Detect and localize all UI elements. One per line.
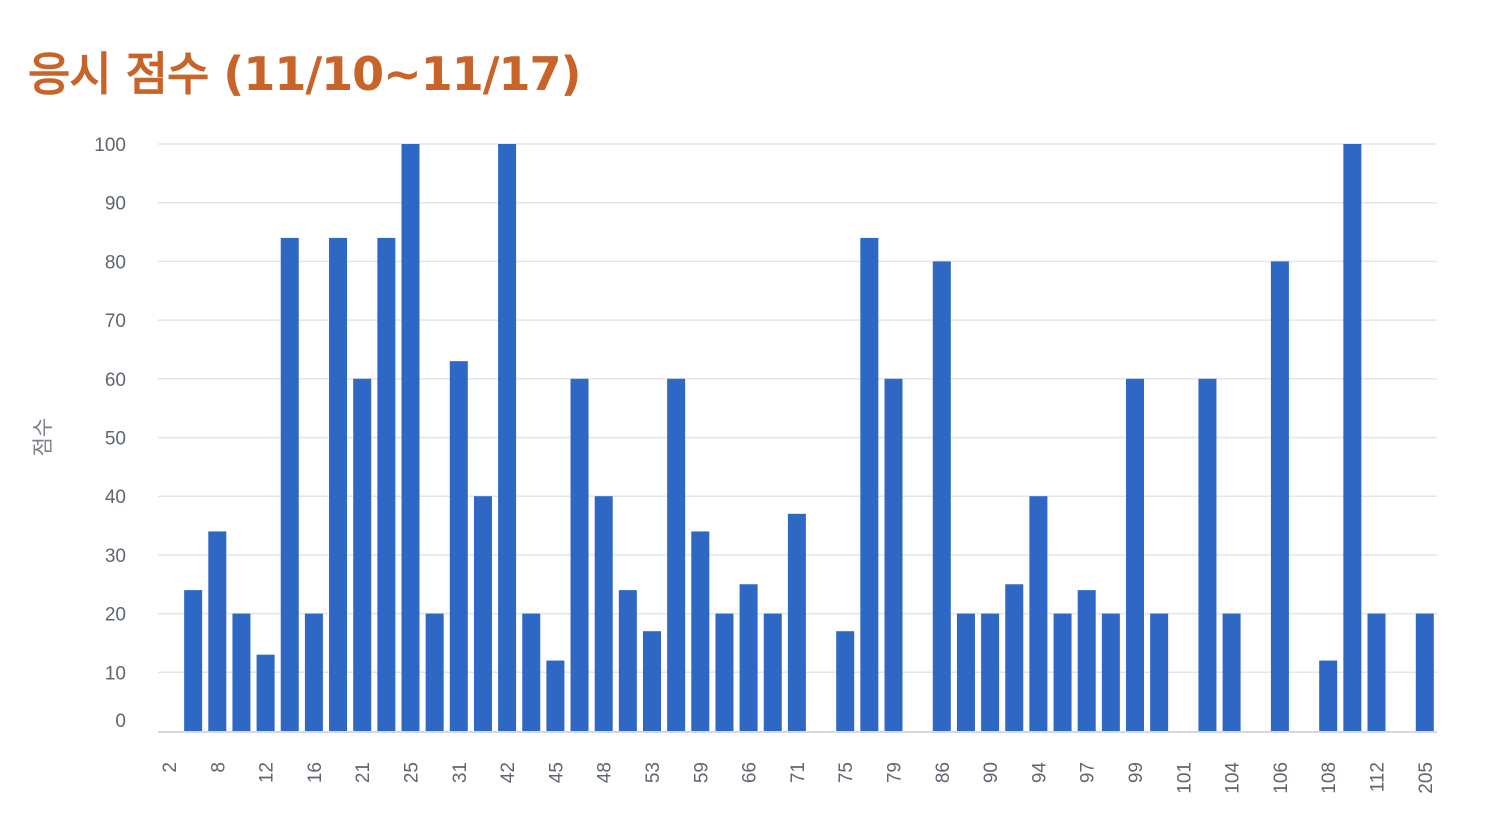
- bar: [932, 261, 951, 731]
- y-tick-label: 70: [105, 311, 126, 332]
- x-tick-label: 79: [885, 762, 906, 783]
- bar: [739, 584, 758, 731]
- bar: [522, 613, 541, 731]
- x-tick-label: 25: [402, 762, 423, 783]
- bar: [1222, 613, 1241, 731]
- bar: [425, 613, 444, 731]
- bar: [208, 531, 227, 731]
- y-tick-label: 90: [105, 194, 126, 215]
- x-tick-label: 94: [1029, 762, 1050, 784]
- bar: [1150, 613, 1169, 731]
- bar: [184, 590, 203, 731]
- x-tick-label: 108: [1319, 762, 1340, 794]
- x-tick-label: 2: [160, 762, 181, 773]
- bar: [981, 613, 1000, 731]
- bar: [1053, 613, 1072, 731]
- bar: [618, 590, 637, 731]
- x-tick-label: 99: [1126, 762, 1147, 783]
- x-tick-label: 75: [836, 762, 857, 783]
- y-tick-label: 60: [105, 370, 126, 391]
- bar: [401, 144, 420, 731]
- x-tick-label: 21: [353, 762, 374, 783]
- bar: [643, 631, 661, 731]
- bar: [1270, 261, 1289, 731]
- bar: [1198, 378, 1217, 731]
- x-tick-label: 97: [1078, 762, 1099, 783]
- bar: [498, 144, 517, 731]
- x-axis-ticks: 2 8 12 16 21 25 31 42 45 48 53 59 66 71 75 79 86 90 94 97 99…: [160, 762, 1437, 794]
- bar: [329, 237, 348, 732]
- x-tick-label: 90: [981, 762, 1002, 783]
- y-tick-label: 20: [105, 605, 126, 626]
- bar: [1077, 590, 1096, 731]
- bar: [232, 613, 251, 731]
- x-tick-label: 42: [498, 762, 519, 783]
- bar: [304, 613, 323, 731]
- x-tick-label: 48: [595, 762, 616, 783]
- bar: [884, 378, 903, 731]
- x-tick-label: 45: [546, 762, 567, 783]
- y-axis-label: 점수: [31, 418, 55, 457]
- y-tick-label: 30: [105, 546, 126, 567]
- bar: [570, 378, 589, 731]
- bar: [377, 237, 396, 732]
- bar: [787, 513, 806, 731]
- y-tick-label: 50: [105, 429, 126, 450]
- bar: [1367, 613, 1386, 731]
- bar: [1005, 584, 1024, 731]
- chart-title: 응시 점수 (11/10~11/17): [28, 47, 582, 101]
- x-tick-label: 86: [933, 762, 954, 783]
- x-tick-label: 104: [1223, 762, 1244, 794]
- bar: [1319, 660, 1338, 731]
- x-tick-label: 59: [691, 762, 712, 783]
- bar: [667, 378, 686, 731]
- x-tick-label: 16: [305, 762, 326, 783]
- x-tick-label: 8: [208, 762, 229, 773]
- bar: [691, 531, 710, 731]
- y-tick-label: 100: [94, 135, 126, 156]
- bar: [280, 237, 299, 732]
- bar: [1101, 613, 1120, 731]
- bar: [449, 361, 468, 731]
- bar: [353, 378, 372, 731]
- y-tick-label: 10: [105, 663, 126, 684]
- bar: [1029, 496, 1048, 731]
- x-tick-label: 53: [643, 762, 664, 783]
- bar: [763, 613, 782, 731]
- bar: [715, 613, 734, 731]
- x-tick-label: 101: [1174, 762, 1195, 794]
- x-tick-label: 12: [257, 762, 278, 783]
- y-tick-label: 80: [105, 252, 126, 273]
- bar: [860, 237, 879, 732]
- bar: [256, 654, 275, 731]
- bar: [473, 496, 492, 731]
- y-tick-label: 40: [105, 487, 126, 508]
- bar: [1126, 378, 1144, 731]
- x-tick-label: 106: [1271, 762, 1292, 794]
- x-tick-label: 112: [1368, 762, 1389, 792]
- x-tick-label: 66: [740, 762, 761, 783]
- y-tick-label: 0: [115, 711, 126, 732]
- bar: [1343, 144, 1362, 731]
- bar: [956, 613, 975, 731]
- bar: [1415, 613, 1434, 731]
- bar: [546, 660, 565, 731]
- bars: [184, 144, 1434, 732]
- bar: [594, 496, 613, 731]
- x-tick-label: 205: [1416, 762, 1437, 794]
- x-tick-label: 71: [788, 762, 809, 783]
- bar: [836, 631, 855, 731]
- y-axis-ticks: 0 10 20 30 40 50 60 70 80 90 100: [94, 135, 126, 732]
- x-tick-label: 31: [450, 762, 471, 783]
